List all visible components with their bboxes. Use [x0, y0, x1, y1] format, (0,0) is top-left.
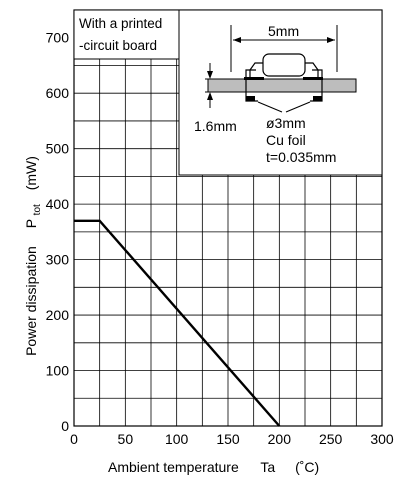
- condition-box: [73, 9, 180, 60]
- y-tick-label: 600: [46, 85, 70, 101]
- x-tick-labels: 0 50 100 150 200 250 300: [70, 431, 394, 447]
- clip-right-tab: [313, 96, 322, 101]
- x-axis-unit: (˚C): [295, 459, 319, 475]
- pad-width-arrow-right: [327, 37, 335, 43]
- x-tick-label: 50: [118, 431, 134, 447]
- x-tick-label: 150: [216, 431, 240, 447]
- y-tick-label: 400: [46, 196, 70, 212]
- y-tick-label: 0: [61, 418, 69, 434]
- y-tick-label: 700: [46, 30, 70, 46]
- series: [74, 219, 281, 427]
- x-tick-label: 0: [70, 431, 78, 447]
- component-body: [262, 53, 306, 77]
- pad-width-label: 5mm: [268, 23, 299, 39]
- y-tick-labels: 0 100 200 300 400 500 600 700: [46, 30, 70, 434]
- clip-left-tab: [246, 96, 255, 101]
- y-tick-label: 100: [46, 363, 70, 379]
- derating-curve: [74, 219, 281, 427]
- thickness-lower-arrow: [207, 92, 213, 100]
- y-tick-label: 300: [46, 252, 70, 268]
- svg-text:Power dissipation P: Power dissipation P tot (mW): [23, 156, 43, 356]
- y-axis-label: Power dissipation: [23, 246, 39, 356]
- y-axis-title: Power dissipation P tot (mW): [23, 156, 43, 356]
- board-thickness-label: 1.6mm: [194, 118, 237, 134]
- thickness-upper-arrow: [207, 71, 213, 79]
- x-tick-label: 100: [165, 431, 189, 447]
- pad-diameter-label: ø3mm: [266, 115, 306, 131]
- footprint-diagram: 5mm 1.6mm ø3mm Cu foil t=0.035mm: [194, 23, 357, 165]
- pad-width-arrow-left: [233, 37, 241, 43]
- foil-leader-right: [285, 101, 311, 113]
- y-axis-symbol: P: [23, 219, 39, 228]
- x-tick-label: 200: [268, 431, 292, 447]
- pcb-board: [207, 78, 357, 93]
- pad-right: [303, 77, 323, 80]
- foil-material-label: Cu foil: [266, 132, 306, 148]
- lead-left: [249, 62, 263, 77]
- x-axis-label: Ambient temperature: [108, 459, 239, 475]
- x-tick-label: 300: [370, 431, 394, 447]
- y-axis-symbol-subscript: tot: [32, 204, 43, 215]
- x-axis-symbol: Ta: [260, 459, 275, 475]
- condition-line-2: -circuit board: [79, 38, 157, 53]
- y-axis-unit: (mW): [23, 156, 39, 190]
- x-axis-title: Ambient temperature Ta (˚C): [108, 459, 319, 475]
- y-tick-label: 200: [46, 307, 70, 323]
- condition-line-1: With a printed: [79, 16, 162, 31]
- x-tick-label: 250: [319, 431, 343, 447]
- y-tick-label: 500: [46, 141, 70, 157]
- pad-left: [244, 77, 264, 80]
- lead-right: [305, 62, 319, 77]
- foil-thickness-label: t=0.035mm: [266, 149, 336, 165]
- foil-leader-left: [257, 101, 283, 113]
